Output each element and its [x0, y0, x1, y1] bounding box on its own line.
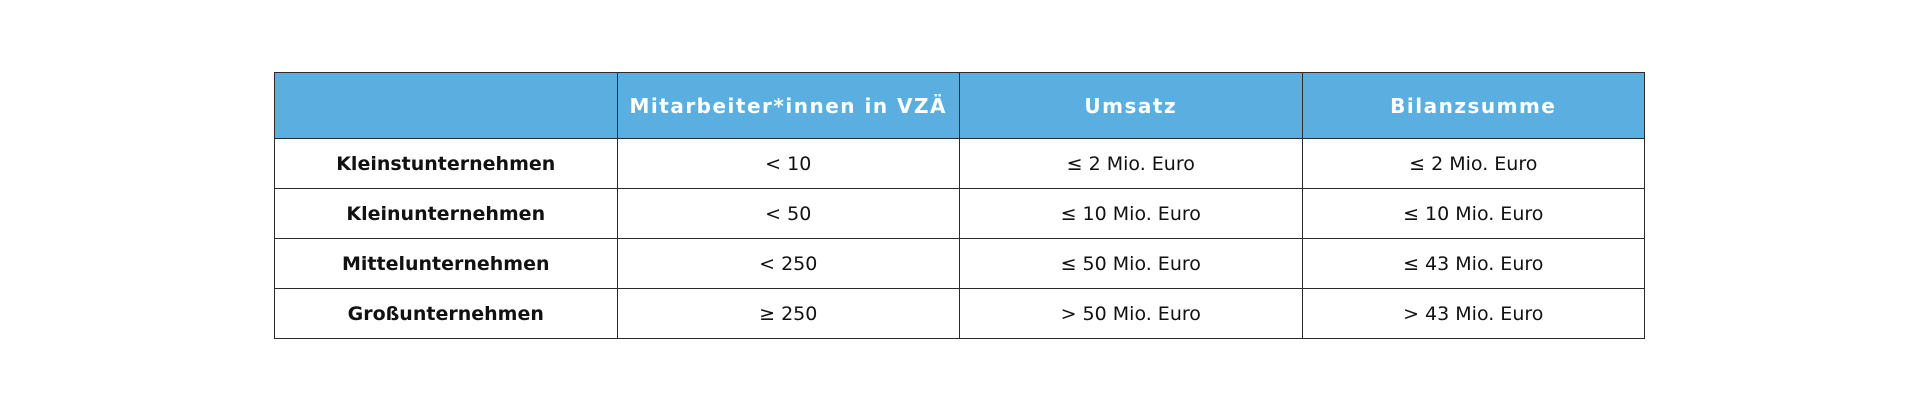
header-row: Mitarbeiter*innen in VZÄ Umsatz Bilanzsu… — [274, 72, 1645, 139]
table-cell: < 250 — [616, 238, 960, 289]
table-row: Mittelunternehmen < 250 ≤ 50 Mio. Euro ≤ 43… — [274, 238, 1645, 289]
table-cell: > 43 Mio. Euro — [1301, 288, 1645, 339]
table-cell: < 10 — [616, 138, 960, 189]
row-label: Kleinstunternehmen — [274, 138, 618, 189]
row-label: Großunternehmen — [274, 288, 618, 339]
table-row: Kleinstunternehmen < 10 ≤ 2 Mio. Euro ≤ 2 M… — [274, 138, 1645, 189]
row-label: Mittelunternehmen — [274, 238, 618, 289]
table-row: Großunternehmen ≥ 250 > 50 Mio. Euro > 43 M… — [274, 288, 1645, 339]
table-cell: ≤ 2 Mio. Euro — [959, 138, 1303, 189]
table-cell: ≤ 2 Mio. Euro — [1301, 138, 1645, 189]
header-cell: Mitarbeiter*innen in VZÄ — [616, 72, 960, 139]
table-body: Kleinstunternehmen < 10 ≤ 2 Mio. Euro ≤ 2 M… — [274, 138, 1645, 339]
header-cell — [274, 72, 618, 139]
table-row: Kleinunternehmen < 50 ≤ 10 Mio. Euro ≤ 10 M… — [274, 188, 1645, 239]
table-cell: ≤ 10 Mio. Euro — [1301, 188, 1645, 239]
table-cell: ≥ 250 — [616, 288, 960, 339]
row-label: Kleinunternehmen — [274, 188, 618, 239]
table-cell: ≤ 10 Mio. Euro — [959, 188, 1303, 239]
header-cell: Umsatz — [959, 72, 1303, 139]
table-cell: < 50 — [616, 188, 960, 239]
table-cell: > 50 Mio. Euro — [959, 288, 1303, 339]
header-cell: Bilanzsumme — [1301, 72, 1645, 139]
table-cell: ≤ 50 Mio. Euro — [959, 238, 1303, 289]
table-cell: ≤ 43 Mio. Euro — [1301, 238, 1645, 289]
size-table: Mitarbeiter*innen in VZÄ Umsatz Bilanzsu… — [274, 72, 1645, 339]
